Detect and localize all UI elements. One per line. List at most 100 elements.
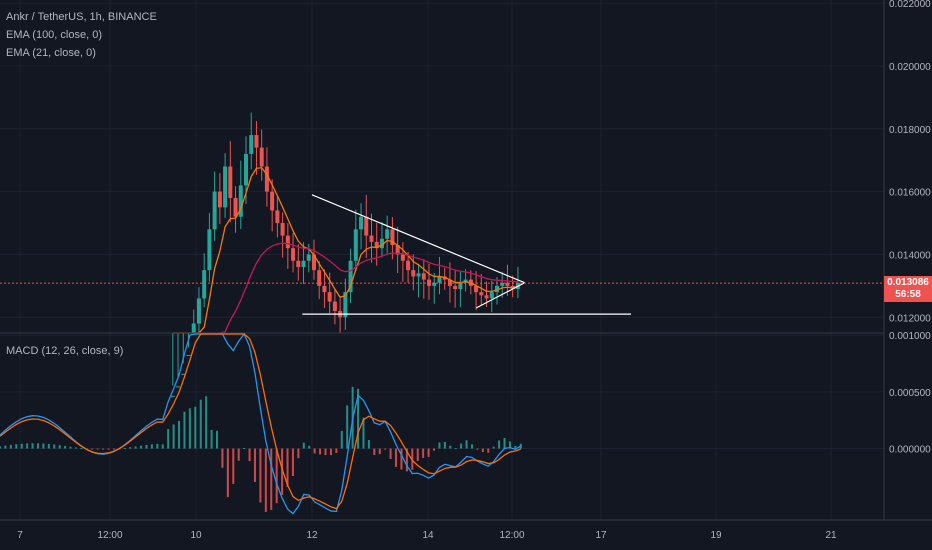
time-tick-label: 10: [190, 530, 202, 541]
macd-histogram-bar: [476, 448, 479, 450]
macd-histogram-bar: [31, 443, 34, 449]
candle-body: [181, 373, 186, 375]
candle-body: [390, 229, 395, 246]
macd-histogram: [0, 386, 522, 512]
candle-body: [453, 285, 458, 290]
candle-body: [291, 248, 296, 261]
candle-body: [244, 153, 249, 186]
candle-body: [223, 166, 228, 208]
macd-histogram-bar: [481, 448, 484, 452]
macd-histogram-bar: [183, 411, 186, 449]
candle-body: [249, 135, 254, 154]
candle-body: [400, 254, 405, 261]
candle-body: [385, 229, 390, 239]
macd-histogram-bar: [340, 430, 343, 449]
ascending-support-line[interactable]: [476, 282, 525, 309]
candle-body: [416, 273, 421, 277]
macd-histogram-bar: [405, 448, 408, 472]
candle-body: [202, 270, 207, 299]
candle-body: [228, 166, 233, 198]
candle-body: [505, 282, 510, 286]
macd-histogram-bar: [156, 443, 159, 449]
macd-histogram-bar: [373, 448, 376, 455]
candle-body: [264, 166, 269, 192]
candle-body: [353, 229, 358, 261]
time-tick-label: 7: [17, 530, 23, 541]
time-tick-label: 17: [595, 530, 607, 541]
macd-histogram-bar: [226, 448, 229, 498]
symbol-title[interactable]: Ankr / TetherUS, 1h, BINANCE: [6, 11, 157, 23]
macd-histogram-bar: [508, 441, 511, 449]
candle-body: [484, 295, 489, 299]
candle-body: [474, 285, 479, 293]
time-axis[interactable]: 7 12:00 10 12 14 12:00 17 19 21: [17, 530, 837, 541]
price-axis[interactable]: 0.022000 0.020000 0.018000 0.016000 0.014000…: [889, 0, 931, 324]
macd-histogram-bar: [454, 448, 457, 450]
macd-histogram-bar: [178, 420, 181, 449]
macd-histogram-bar: [167, 428, 170, 449]
price-tick-label: 0.014000: [889, 250, 931, 261]
descending-resistance-line[interactable]: [311, 194, 525, 284]
macd-histogram-bar: [362, 417, 365, 449]
macd-histogram-bar: [400, 448, 403, 470]
macd-histogram-bar: [102, 448, 105, 450]
macd-legend[interactable]: MACD (12, 26, close, 9): [6, 345, 124, 357]
macd-histogram-bar: [302, 442, 305, 449]
macd-histogram-bar: [346, 405, 349, 449]
macd-histogram-bar: [357, 388, 360, 449]
candle-body: [327, 292, 332, 302]
macd-histogram-bar: [216, 430, 218, 449]
candle-body: [437, 276, 442, 283]
macd-histogram-bar: [308, 445, 311, 449]
signal-line: [0, 333, 522, 510]
ema-100-line: [193, 242, 518, 334]
macd-histogram-bar: [367, 439, 370, 449]
candle-body: [254, 135, 259, 148]
candle-body: [259, 147, 264, 167]
macd-histogram-bar: [313, 448, 316, 454]
macd-tick-label: 0.000000: [889, 445, 931, 456]
macd-histogram-bar: [26, 443, 29, 449]
candle-body: [301, 260, 306, 268]
candle-body: [317, 270, 322, 286]
candle-body: [406, 260, 411, 271]
ema-100-legend[interactable]: EMA (100, close, 0): [6, 29, 102, 41]
candle-body: [176, 386, 181, 388]
macd-histogram-bar: [259, 448, 262, 503]
macd-histogram-bar: [422, 448, 425, 458]
macd-histogram-bar: [69, 446, 72, 449]
macd-histogram-bar: [221, 448, 224, 468]
macd-histogram-bar: [438, 442, 441, 449]
candle-body: [285, 235, 290, 249]
last-price-tag: 0.013086: [884, 276, 932, 291]
macd-histogram-bar: [58, 445, 61, 449]
candle-body: [238, 185, 243, 217]
macd-histogram-bar: [291, 448, 294, 476]
macd-histogram-bar: [140, 445, 143, 449]
time-tick-label: 19: [710, 530, 722, 541]
price-tick-label: 0.016000: [889, 188, 931, 199]
macd-histogram-bar: [281, 448, 284, 495]
macd-histogram-bar: [492, 446, 495, 449]
time-tick-label: 14: [422, 530, 434, 541]
macd-histogram-bar: [460, 443, 463, 449]
candle-body: [306, 254, 311, 261]
macd-histogram-bar: [449, 445, 452, 449]
macd-histogram-bar: [243, 447, 246, 449]
macd-histogram-bar: [47, 443, 50, 449]
candle-body: [270, 191, 275, 211]
candle-body: [489, 292, 494, 299]
macd-axis[interactable]: 0.001000 0.000500 0.000000: [889, 331, 931, 455]
macd-histogram-bar: [384, 448, 387, 450]
macd-histogram-bar: [15, 444, 18, 449]
candle-body: [212, 191, 217, 230]
price-tick-label: 0.020000: [889, 62, 931, 73]
macd-histogram-bar: [465, 440, 468, 449]
trendlines[interactable]: [302, 194, 631, 315]
macd-histogram-bar: [4, 445, 7, 449]
macd-histogram-bar: [172, 424, 175, 449]
candle-body: [379, 238, 384, 249]
macd-histogram-bar: [503, 437, 506, 449]
ema-21-legend[interactable]: EMA (21, close, 0): [6, 47, 96, 59]
